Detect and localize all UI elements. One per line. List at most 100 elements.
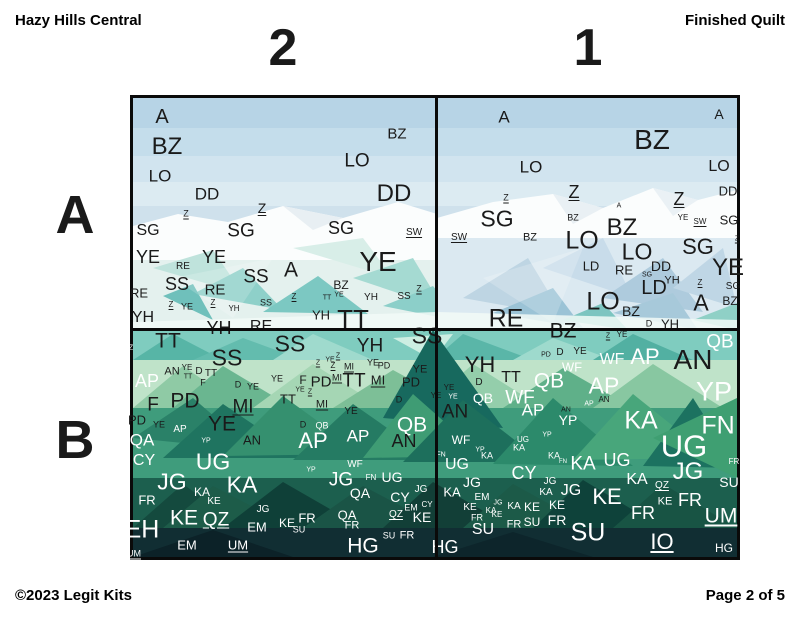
piece-label-yp: YP (306, 466, 316, 474)
piece-label-ye: YE (443, 383, 455, 392)
piece-label-ke: KE (657, 495, 673, 508)
piece-label-ka: KA (512, 442, 526, 453)
piece-label-pd: PD (541, 351, 551, 359)
piece-label-z: Z (307, 388, 313, 396)
piece-label-ye: YE (616, 330, 628, 339)
piece-label-wf: WF (599, 351, 625, 368)
piece-label-pd: PD (377, 360, 391, 371)
piece-label-ye: YE (677, 213, 689, 222)
piece-label-z: Z (503, 192, 509, 203)
piece-label-d: D (645, 318, 653, 329)
piece-label-qb: QB (706, 331, 734, 353)
piece-label-fn: FN (559, 459, 567, 465)
piece-label-ug: UG (381, 469, 403, 485)
piece-label-yh: YH (660, 316, 680, 332)
piece-label-fr: FR (631, 503, 655, 523)
piece-label-ke: KE (592, 484, 622, 509)
piece-label-z: Z (673, 189, 685, 209)
piece-label-bz: BZ (567, 212, 579, 223)
piece-label-tt: TT (183, 373, 193, 381)
piece-label-z: Z (257, 200, 267, 216)
piece-label-yp: YP (201, 437, 211, 445)
piece-label-z: Z (416, 283, 422, 294)
piece-label-an: AN (242, 432, 262, 448)
piece-label-fn: FN (436, 451, 446, 459)
section-divider-vertical (435, 98, 438, 557)
piece-label-tt: TT (322, 294, 332, 302)
piece-label-ap: AP (588, 372, 620, 399)
piece-label-tt: TT (155, 329, 181, 353)
piece-label-d: D (234, 379, 242, 390)
piece-label-ap: AP (521, 400, 545, 420)
piece-label-z: Z (210, 298, 216, 307)
piece-label-tt: TT (342, 370, 366, 392)
piece-label-re: RE (176, 261, 190, 272)
piece-label-pd: PD (127, 412, 147, 428)
piece-label-bz: BZ (549, 319, 577, 343)
piece-label-fr: FR (399, 529, 415, 542)
piece-label-sg: SG (641, 271, 653, 279)
piece-label-lo: LO (565, 226, 599, 255)
piece-label-ap: AP (298, 428, 328, 453)
piece-label-d: D (475, 377, 483, 388)
piece-label-ld: LD (582, 258, 600, 274)
piece-label-f: F (299, 373, 307, 387)
piece-label-ke: KE (463, 502, 477, 513)
piece-label-su: SU (719, 474, 739, 490)
piece-label-sg: SG (227, 220, 255, 242)
piece-label-em: EM (474, 492, 490, 503)
piece-label-cy: CY (421, 500, 433, 509)
piece-label-jg: JG (414, 484, 428, 495)
piece-label-fr: FR (547, 512, 567, 528)
piece-label-a: A (616, 202, 622, 210)
piece-label-su: SU (570, 518, 606, 547)
piece-label-bz: BZ (634, 124, 670, 155)
piece-label-re: RE (249, 318, 273, 335)
piece-label-z: Z (183, 208, 189, 219)
piece-label-dd: DD (194, 184, 220, 204)
piece-label-jg: JG (463, 474, 481, 490)
piece-label-fr: FR (138, 492, 156, 508)
piece-label-sw: SW (450, 232, 468, 243)
piece-label-su: SU (471, 521, 495, 538)
piece-label-wf: WF (505, 387, 535, 409)
piece-label-eh: EH (124, 515, 160, 544)
piece-label-an: AN (673, 344, 713, 375)
piece-label-ka: KA (507, 501, 521, 512)
piece-label-ye: YE (412, 363, 428, 376)
piece-label-ye: YE (201, 247, 227, 267)
piece-label-jg: JG (560, 482, 582, 499)
piece-label-ap: AP (134, 371, 160, 391)
quilt-diagram: A BZ LO DD Z Z BZ LO DD SG SG SG SW YE YE YE RE SS SS A RE RE… (125, 95, 744, 560)
piece-label-wf: WF (561, 359, 583, 375)
piece-label-jg: JG (672, 458, 704, 485)
piece-label-ap: AP (584, 400, 594, 408)
piece-label-ka: KA (539, 487, 553, 498)
piece-label-bz: BZ (606, 214, 638, 241)
piece-label-cy: CY (511, 463, 537, 483)
piece-label-ss: SS (274, 330, 306, 357)
piece-label-ap: AP (173, 424, 187, 435)
piece-label-yp: YP (542, 431, 552, 439)
piece-label-ka: KA (480, 450, 494, 461)
piece-label-sg: SG (136, 222, 160, 239)
piece-label-tt: TT (204, 368, 218, 379)
piece-label-z: Z (605, 332, 611, 340)
piece-label-ss: SS (243, 266, 269, 288)
piece-label-io: IO (650, 529, 674, 554)
piece-label-ka: KA (626, 471, 648, 488)
piece-label-z: Z (335, 352, 341, 360)
piece-label-ye: YE (448, 393, 458, 401)
piece-label-cy: CY (132, 452, 156, 469)
quilt-labels: A BZ LO DD Z Z BZ LO DD SG SG SG SW YE YE YE RE SS SS A RE RE… (125, 98, 744, 558)
piece-label-qb: QB (472, 390, 494, 406)
piece-label-qa: QA (349, 485, 371, 501)
piece-label-ke: KE (207, 496, 221, 507)
piece-label-bz: BZ (333, 278, 349, 292)
piece-label-bz: BZ (722, 294, 738, 308)
piece-label-tt: TT (280, 391, 296, 407)
piece-label-ke: KE (412, 509, 432, 525)
piece-label-em: EM (404, 502, 418, 513)
piece-label-hg: HG (431, 537, 459, 557)
piece-label-z: Z (568, 182, 580, 202)
